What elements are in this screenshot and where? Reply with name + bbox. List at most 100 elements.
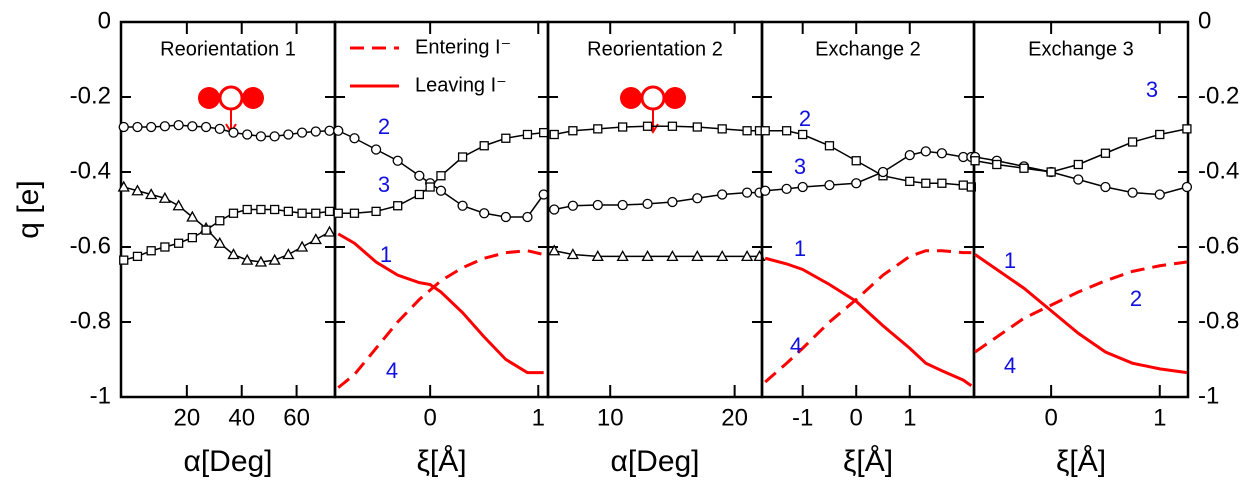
- y-axis-label: q [e]: [12, 180, 45, 238]
- square-marker: [147, 247, 155, 255]
- square-marker: [415, 191, 423, 199]
- circle-marker: [243, 130, 252, 139]
- circle-marker: [693, 194, 702, 203]
- y-tick-label: -1: [1198, 382, 1219, 409]
- circle-marker: [350, 134, 359, 143]
- x-tick-label: 0: [423, 404, 436, 431]
- annotation: 3: [794, 154, 806, 179]
- y-tick-label: -1: [90, 382, 111, 409]
- square-marker: [257, 206, 265, 214]
- x-axis-label: α[Deg]: [610, 445, 699, 478]
- x-tick-label: 60: [283, 404, 310, 431]
- square-marker: [133, 252, 141, 260]
- circle-marker: [568, 201, 577, 210]
- square-marker: [783, 127, 791, 135]
- annotation: 1: [380, 242, 392, 267]
- circle-marker: [718, 190, 727, 199]
- square-marker: [718, 125, 726, 133]
- panel-title: Reorientation 1: [160, 38, 296, 60]
- circle-marker: [668, 198, 677, 207]
- y-tick-label: -0.4: [70, 157, 111, 184]
- square-marker: [993, 161, 1001, 169]
- annotation: 2: [1130, 286, 1142, 311]
- annotation: 1: [794, 236, 806, 261]
- circle-marker: [852, 179, 861, 188]
- annotation: 2: [799, 106, 811, 131]
- x-tick-label: 10: [597, 404, 624, 431]
- circle-marker: [229, 128, 238, 137]
- legend-label: Leaving I⁻: [415, 74, 507, 96]
- series-line: [554, 251, 759, 257]
- circle-marker: [256, 132, 265, 141]
- y-tick-label: -0.6: [1198, 232, 1239, 259]
- x-tick-label: 1: [903, 404, 916, 431]
- x-axis-label: ξ[Å]: [416, 445, 466, 478]
- y-tick-label: -0.2: [1198, 82, 1239, 109]
- square-marker: [1074, 161, 1082, 169]
- circle-marker: [1128, 188, 1137, 197]
- x-tick-label: 1: [532, 404, 545, 431]
- circle-marker: [905, 151, 914, 160]
- square-marker: [569, 127, 577, 135]
- square-marker: [312, 209, 320, 217]
- chart: 0-0.2-0.4-0.6-0.8-1204060α[Deg]q [e]Reor…: [0, 0, 1257, 491]
- series-line: [338, 234, 543, 373]
- square-marker: [761, 127, 769, 135]
- series-line: [765, 258, 971, 386]
- square-marker: [540, 129, 548, 137]
- circle-marker: [133, 123, 142, 132]
- square-marker: [271, 206, 279, 214]
- square-marker: [743, 127, 751, 135]
- panel-frame: [548, 22, 762, 397]
- circle-marker: [921, 147, 930, 156]
- square-marker: [426, 183, 434, 191]
- square-marker: [229, 209, 237, 217]
- circle-marker: [593, 201, 602, 210]
- circle-marker: [782, 184, 791, 193]
- y-tick-label: -0.2: [70, 82, 111, 109]
- square-marker: [825, 142, 833, 150]
- page: 0-0.2-0.4-0.6-0.8-1204060α[Deg]q [e]Reor…: [0, 0, 1257, 491]
- circle-marker: [147, 123, 156, 132]
- y-tick-label: 0: [98, 7, 111, 34]
- triangle-marker: [297, 242, 307, 251]
- circle-marker: [372, 145, 381, 154]
- circle-marker: [643, 199, 652, 208]
- square-marker: [852, 157, 860, 165]
- circle-marker: [523, 213, 532, 222]
- circle-marker: [501, 213, 510, 222]
- triangle-marker: [174, 201, 184, 210]
- circle-marker: [480, 209, 489, 218]
- circle-marker: [160, 122, 169, 131]
- circle-marker: [618, 201, 627, 210]
- square-marker: [799, 131, 807, 139]
- triangle-marker: [311, 235, 321, 244]
- square-marker: [619, 123, 627, 131]
- square-marker: [668, 122, 676, 130]
- circle-marker: [415, 171, 424, 180]
- panel-title: Exchange 3: [1028, 38, 1134, 60]
- square-marker: [459, 153, 467, 161]
- square-marker: [350, 209, 358, 217]
- circle-marker: [311, 127, 320, 136]
- panel-title: Reorientation 2: [587, 38, 723, 60]
- x-axis-label: ξ[Å]: [1056, 445, 1106, 478]
- circle-marker: [798, 183, 807, 192]
- square-marker: [959, 181, 967, 189]
- square-marker: [243, 206, 251, 214]
- annotation: 1: [1004, 248, 1016, 273]
- square-marker: [1129, 138, 1137, 146]
- x-tick-label: 20: [173, 404, 200, 431]
- y-tick-label: -0.6: [70, 232, 111, 259]
- circle-marker: [1182, 183, 1191, 192]
- panel-title: Exchange 2: [815, 38, 921, 60]
- circle-marker: [298, 128, 307, 137]
- square-marker: [1156, 131, 1164, 139]
- legend-label: Entering I⁻: [415, 36, 511, 58]
- square-marker: [372, 207, 380, 215]
- square-marker: [1101, 149, 1109, 157]
- triangle-marker: [270, 255, 280, 264]
- square-marker: [1020, 164, 1028, 172]
- y-tick-label: -0.8: [70, 307, 111, 334]
- triangle-marker: [325, 227, 335, 236]
